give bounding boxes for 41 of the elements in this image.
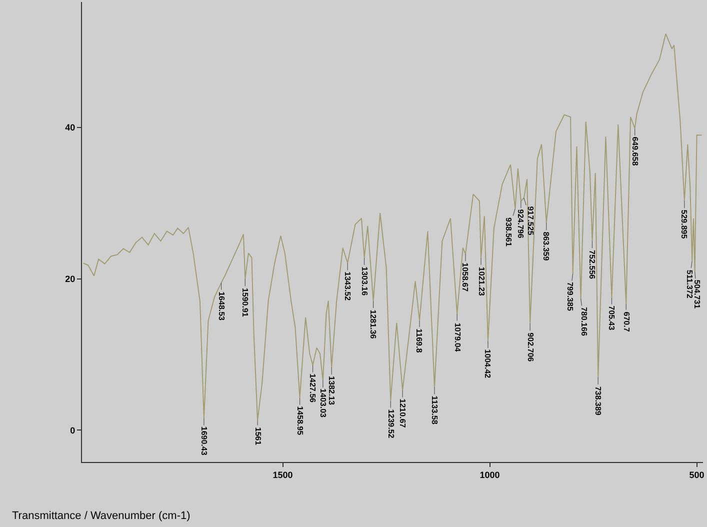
y-tick-label: 40 xyxy=(65,122,76,133)
annotation: 1561 xyxy=(253,427,262,446)
annotation: 1169.8 xyxy=(414,328,424,354)
y-tick-label: 0 xyxy=(70,425,76,436)
annotation: 1058.67 xyxy=(460,262,470,292)
annotation: 1281.36 xyxy=(368,310,378,340)
annotation: 738.389 xyxy=(594,386,603,416)
annotation: 1303.16 xyxy=(360,266,370,296)
annotation: 1590.91 xyxy=(240,288,250,318)
annotation: 924.796 xyxy=(516,209,526,239)
annotation: 752.556 xyxy=(588,250,597,280)
x-axis-title: Transmittance / Wavenumber (cm-1) xyxy=(12,510,190,522)
annotation: 1382.13 xyxy=(327,376,336,406)
annotation: 938.561 xyxy=(504,218,513,247)
annotation: 1458.95 xyxy=(296,406,305,436)
annotation: 863.359 xyxy=(541,232,550,262)
annotation: 780.166 xyxy=(580,306,589,336)
annotation: 1004.42 xyxy=(483,349,492,379)
x-tick-label: 1500 xyxy=(272,470,293,480)
annotation: 1021.23 xyxy=(476,266,486,296)
annotation: 1210.67 xyxy=(398,398,407,428)
annotation: 902.706 xyxy=(526,332,535,362)
x-tick-label: 500 xyxy=(689,470,704,480)
annotation: 1403.03 xyxy=(318,388,328,418)
annotation: 504.731 xyxy=(692,280,702,310)
annotation: 917.525 xyxy=(526,206,536,236)
annotation: 1427.56 xyxy=(308,374,318,404)
annotation: 1343.52 xyxy=(342,272,352,302)
annotation: 1133.58 xyxy=(430,396,439,425)
y-tick-label: 20 xyxy=(65,274,76,284)
annotation: 705.43 xyxy=(607,306,616,331)
annotation: 649.658 xyxy=(630,136,640,166)
x-tick-label: 1000 xyxy=(480,470,500,480)
annotation: 511.372 xyxy=(685,270,694,299)
annotation: 1648.53 xyxy=(217,292,226,322)
annotation: 799.385 xyxy=(566,282,575,312)
annotation: 529.895 xyxy=(680,210,689,240)
annotation: 1690.43 xyxy=(199,426,208,456)
annotation: 670.7 xyxy=(622,312,631,332)
annotation: 1079.04 xyxy=(452,322,462,352)
annotation: 1239.52 xyxy=(386,409,396,439)
